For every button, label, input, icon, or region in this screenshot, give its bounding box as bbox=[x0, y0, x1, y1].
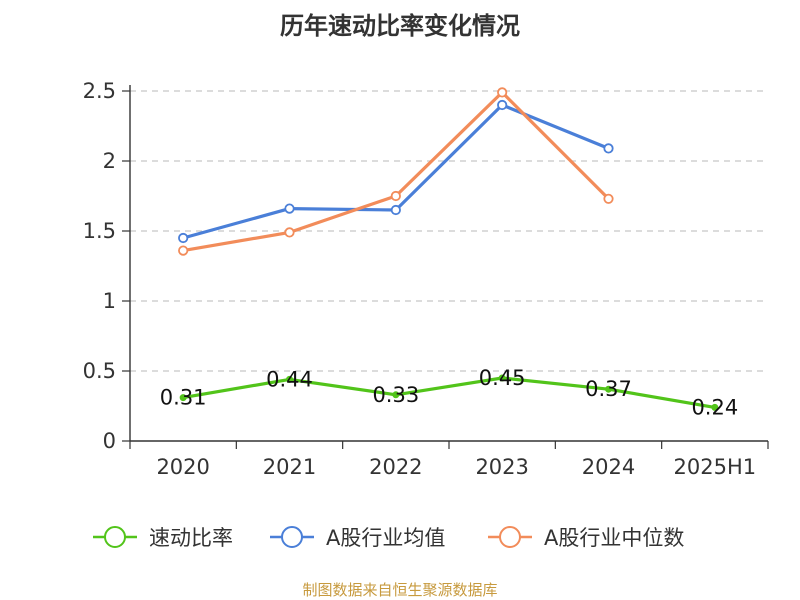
data-label: 0.45 bbox=[479, 366, 526, 390]
legend[interactable]: 速动比率 A股行业均值 A股行业中位数 bbox=[93, 526, 684, 550]
series-line bbox=[182, 376, 716, 409]
source-note: 制图数据来自恒生聚源数据库 bbox=[302, 581, 497, 599]
legend-item-1[interactable]: A股行业均值 bbox=[270, 526, 445, 550]
data-point[interactable] bbox=[178, 245, 189, 256]
x-tick-label: 2023 bbox=[475, 455, 528, 479]
data-point[interactable] bbox=[286, 375, 293, 383]
data-point[interactable] bbox=[284, 203, 295, 214]
legend-item-0[interactable]: 速动比率 bbox=[93, 526, 233, 550]
y-tick-label: 0 bbox=[103, 429, 116, 453]
y-tick-label: 2 bbox=[103, 149, 116, 173]
legend-label: A股行业中位数 bbox=[544, 526, 684, 550]
grid-lines bbox=[130, 90, 768, 372]
data-point[interactable] bbox=[284, 227, 295, 238]
data-point[interactable] bbox=[497, 99, 508, 111]
series-1 bbox=[178, 99, 614, 244]
legend-label: 速动比率 bbox=[149, 526, 233, 550]
data-label: 0.37 bbox=[585, 377, 632, 401]
data-point[interactable] bbox=[711, 403, 719, 411]
data-point[interactable] bbox=[605, 385, 612, 393]
data-label: 0.31 bbox=[160, 386, 207, 410]
data-point[interactable] bbox=[179, 394, 187, 402]
data-point[interactable] bbox=[392, 391, 400, 399]
data-labels: 0.31 0.44 0.33 0.45 0.37 0.24 bbox=[160, 366, 738, 419]
data-point[interactable] bbox=[178, 232, 189, 244]
y-tick-label: 1.5 bbox=[83, 219, 116, 243]
legend-marker-icon bbox=[281, 526, 303, 548]
series-line bbox=[182, 103, 610, 240]
series-line bbox=[182, 90, 610, 253]
data-point[interactable] bbox=[498, 374, 506, 382]
legend-item-2[interactable]: A股行业中位数 bbox=[488, 526, 684, 550]
data-label: 0.24 bbox=[691, 395, 738, 419]
x-tick-label: 2021 bbox=[263, 455, 316, 479]
chart-title: 历年速动比率变化情况 bbox=[280, 12, 520, 40]
data-label: 0.33 bbox=[372, 383, 419, 407]
data-point[interactable] bbox=[390, 190, 401, 202]
y-tick-label: 1 bbox=[103, 289, 116, 313]
series-0 bbox=[179, 374, 719, 411]
axes: 0 0.5 1 1.5 2 2.5 2020 2021 2022 2023 2024 2025H1 bbox=[83, 79, 769, 479]
x-tick-label: 2022 bbox=[369, 455, 422, 479]
y-tick-label: 2.5 bbox=[83, 79, 116, 103]
data-point[interactable] bbox=[497, 87, 508, 98]
x-tick-label: 2025H1 bbox=[674, 455, 757, 479]
x-tick-label: 2024 bbox=[582, 455, 635, 479]
data-point[interactable] bbox=[603, 143, 614, 154]
x-tick-label: 2020 bbox=[156, 455, 209, 479]
legend-marker-icon bbox=[499, 526, 521, 548]
data-point[interactable] bbox=[603, 193, 614, 204]
series-layer bbox=[178, 87, 719, 411]
legend-label: A股行业均值 bbox=[326, 526, 445, 550]
data-point[interactable] bbox=[390, 204, 401, 216]
data-label: 0.44 bbox=[266, 367, 313, 391]
y-tick-label: 0.5 bbox=[83, 359, 116, 383]
legend-marker-icon bbox=[104, 526, 126, 548]
series-2 bbox=[178, 87, 614, 256]
